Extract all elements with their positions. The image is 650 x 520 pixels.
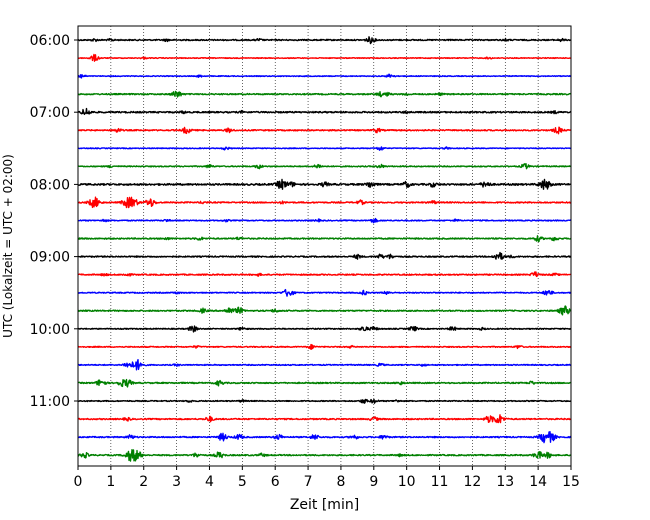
trace-0745-green <box>77 163 572 170</box>
y-tick-label: 09:00 <box>30 250 70 266</box>
trace-0830-blue <box>77 217 572 224</box>
trace-0630-blue <box>77 73 572 79</box>
seismic-traces <box>77 36 572 462</box>
trace-0915-red <box>77 271 572 278</box>
x-tick-label: 8 <box>336 474 345 490</box>
trace-1030-blue <box>77 358 572 371</box>
grid-lines <box>110 26 539 466</box>
y-tick-label: 11:00 <box>30 394 70 410</box>
x-tick-label: 5 <box>238 474 247 490</box>
trace-1000-black <box>77 325 572 333</box>
trace-0615-red <box>77 53 572 62</box>
plot-frame <box>77 25 572 467</box>
x-tick-label: 3 <box>172 474 181 490</box>
trace-0945-green <box>77 305 572 316</box>
trace-0730-blue <box>77 146 572 151</box>
trace-0930-blue <box>77 288 572 297</box>
x-tick-label: 2 <box>139 474 148 490</box>
x-tick-label: 14 <box>529 474 547 490</box>
x-tick-label: 10 <box>398 474 416 490</box>
x-tick-label: 7 <box>304 474 313 490</box>
y-axis-label: UTC (Lokalzeit = UTC + 02:00) <box>1 154 15 338</box>
x-tick-label: 11 <box>431 474 449 490</box>
trace-0700-black <box>77 107 572 116</box>
x-tick-label: 4 <box>205 474 214 490</box>
x-axis-ticks: 0 1 2 3 4 5 6 7 8 9 10 11 12 13 14 15 <box>74 466 580 490</box>
x-tick-label: 0 <box>74 474 83 490</box>
trace-0715-red <box>77 126 572 135</box>
trace-0900-black <box>77 251 572 260</box>
trace-1115-red <box>77 414 572 424</box>
x-tick-label: 1 <box>106 474 115 490</box>
trace-1045-green <box>77 378 572 388</box>
trace-1015-red <box>77 343 572 350</box>
trace-1145-green <box>77 449 572 462</box>
trace-0645-green <box>77 90 572 98</box>
trace-1100-black <box>77 398 572 404</box>
trace-0815-red <box>77 196 572 209</box>
y-tick-label: 10:00 <box>30 322 70 338</box>
y-tick-label: 08:00 <box>30 177 70 193</box>
x-tick-label: 15 <box>562 474 580 490</box>
y-tick-label: 07:00 <box>30 105 70 121</box>
trace-0845-green <box>77 235 572 243</box>
x-tick-label: 6 <box>271 474 280 490</box>
trace-1130-blue <box>77 430 572 444</box>
x-tick-label: 9 <box>369 474 378 490</box>
trace-0800-black <box>77 178 572 190</box>
y-axis-ticks: 06:00 07:00 08:00 09:00 10:00 11:00 <box>30 33 78 410</box>
y-tick-label: 06:00 <box>30 33 70 49</box>
trace-0600-black <box>77 36 572 45</box>
x-axis-label: Zeit [min] <box>290 497 359 513</box>
x-tick-label: 13 <box>496 474 514 490</box>
x-tick-label: 12 <box>463 474 481 490</box>
